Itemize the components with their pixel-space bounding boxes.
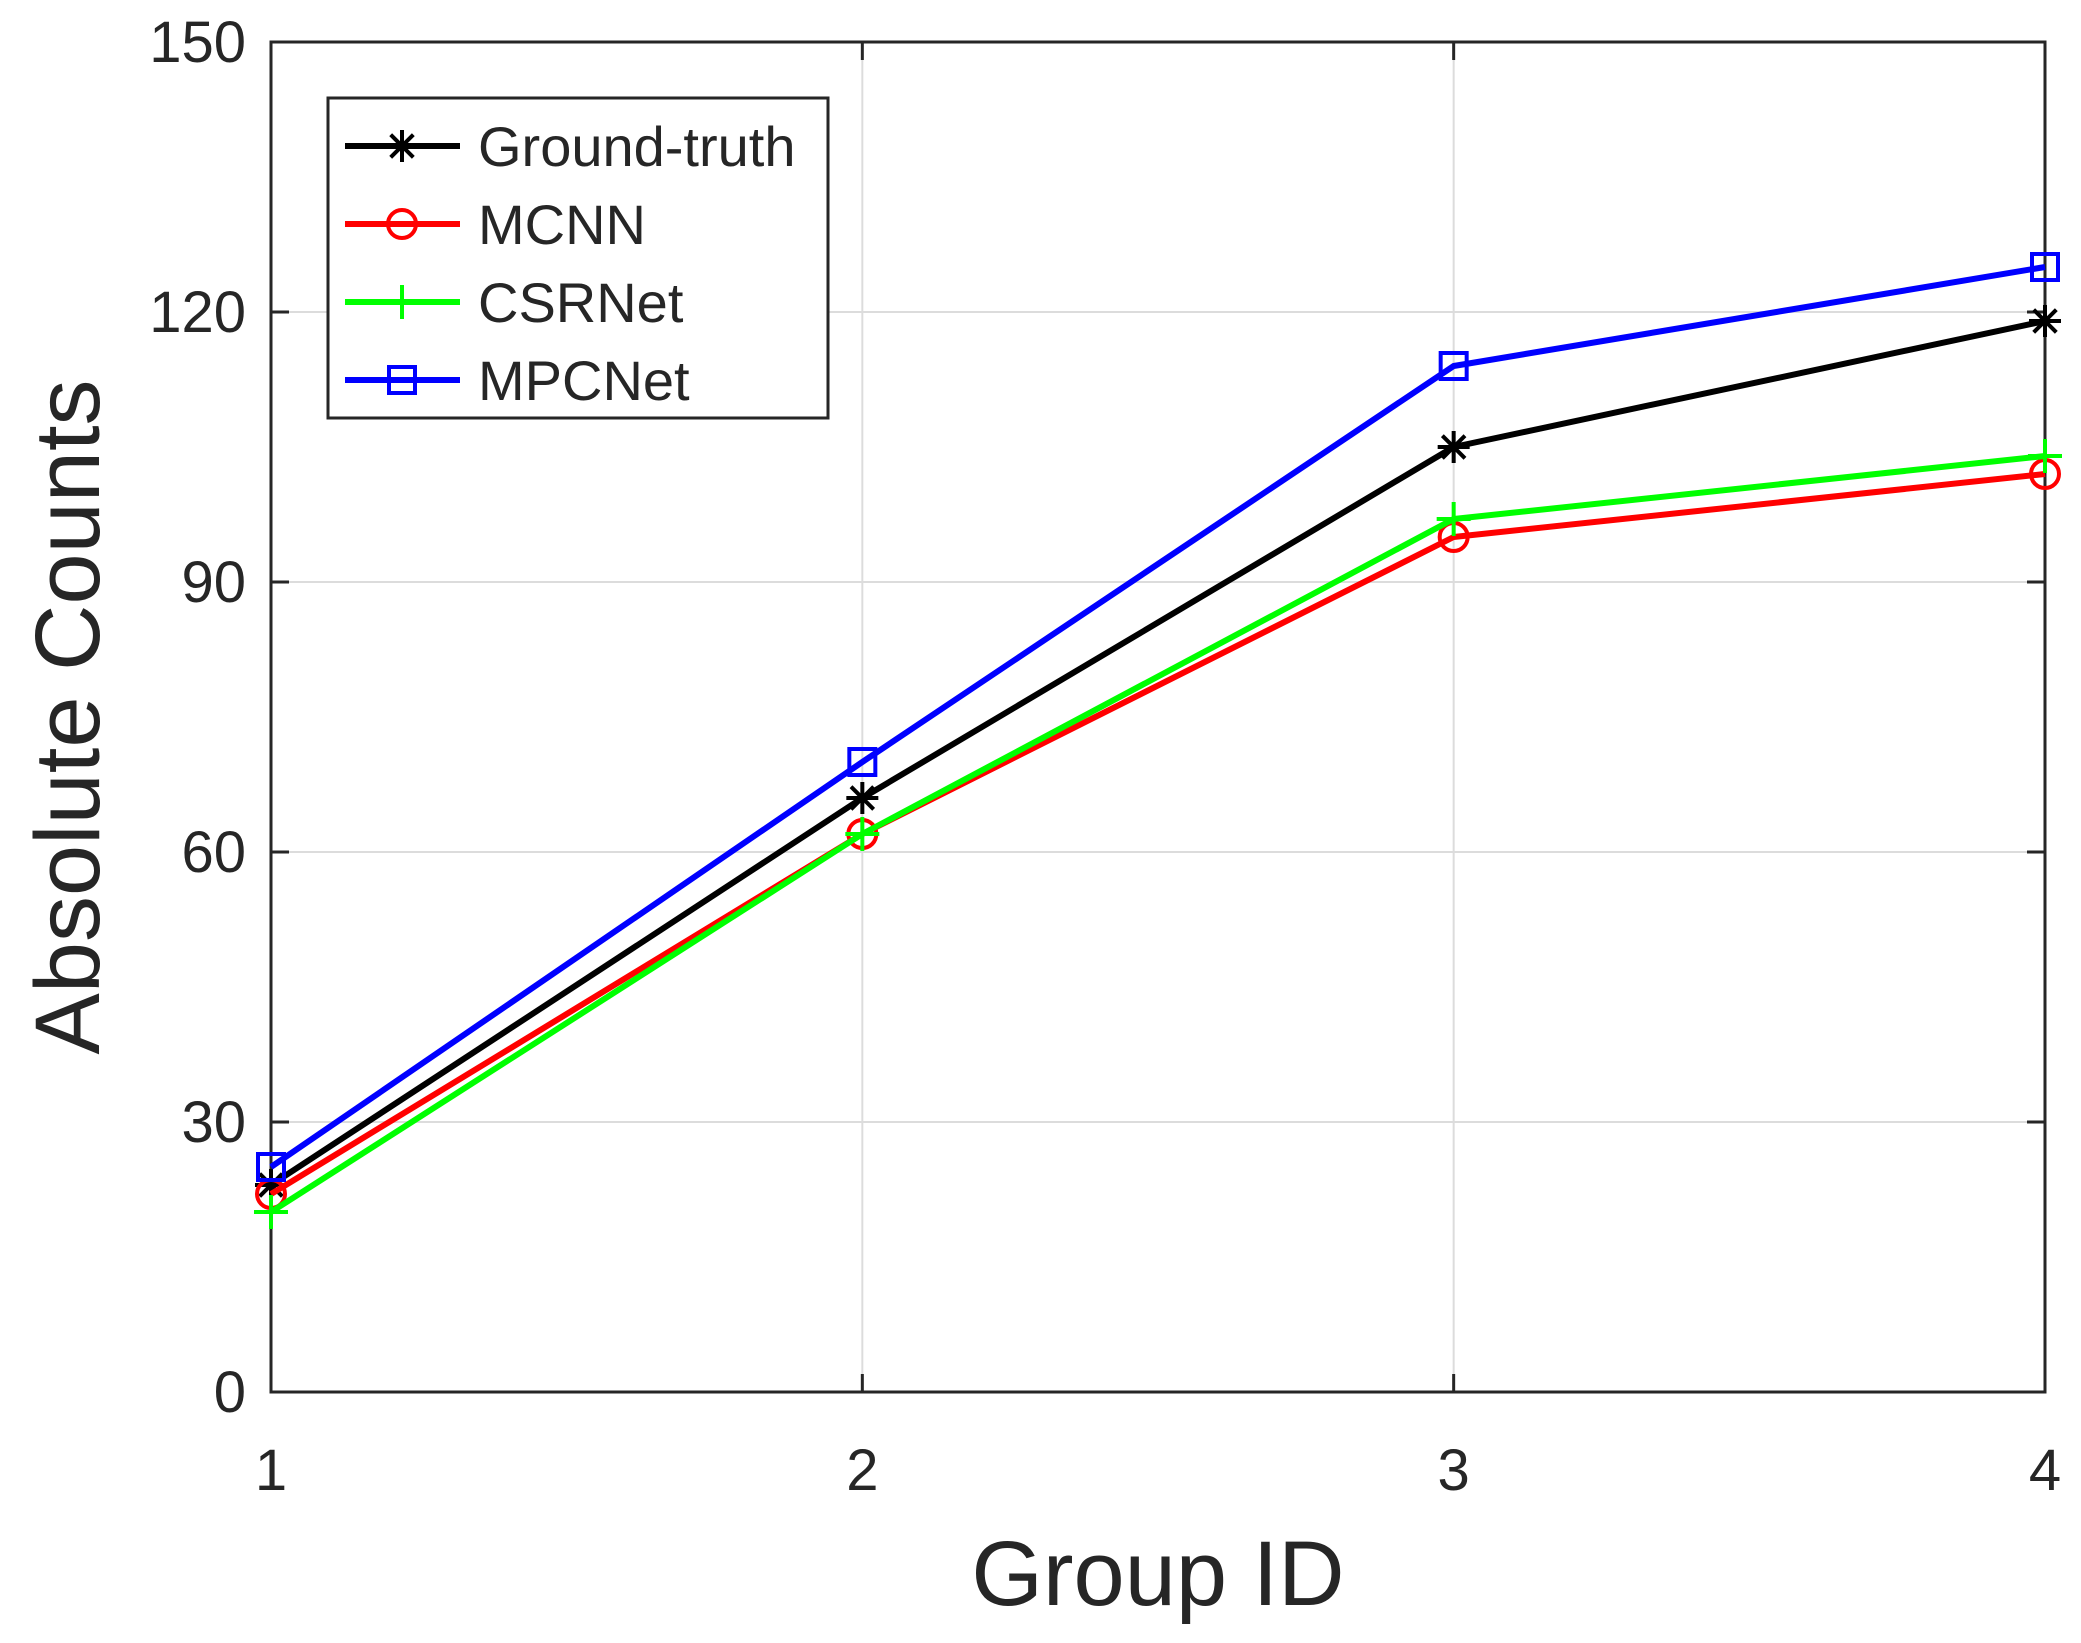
x-tick-label: 1 <box>255 1438 287 1503</box>
series-line-mcnn <box>269 471 2046 1197</box>
y-tick-label: 150 <box>149 10 246 75</box>
plot-frame <box>269 40 2047 1394</box>
y-tick-label: 90 <box>181 550 246 615</box>
marker-circle <box>386 208 418 240</box>
series-csrnet <box>254 439 2062 1229</box>
legend-marker-csrnet <box>385 285 419 319</box>
x-tick-label: 3 <box>1438 1438 1470 1503</box>
legend-item-csrnet: CSRNet <box>345 271 684 334</box>
legend-item-ground-truth: Ground-truth <box>345 115 796 178</box>
data-point-csrnet <box>254 1195 288 1229</box>
x-axis-title: Group ID <box>971 1523 1344 1625</box>
series-line-csrnet <box>269 453 2046 1215</box>
marker-square <box>2030 252 2060 282</box>
y-tick-label: 0 <box>214 1360 246 1425</box>
series-line-mpcnet <box>269 264 2046 1170</box>
x-tick-label: 4 <box>2029 1438 2061 1503</box>
marker-square <box>1438 351 1469 381</box>
data-point-csrnet <box>2028 439 2062 473</box>
legend-marker-mcnn <box>386 208 418 240</box>
data-point-ground-truth <box>846 782 879 814</box>
y-axis-title: Absolute Counts <box>17 379 119 1054</box>
legend-label-mcnn: MCNN <box>478 193 646 256</box>
marker-square <box>256 1152 286 1182</box>
y-tick-label: 30 <box>181 1090 246 1155</box>
x-tick-label: 2 <box>846 1438 878 1503</box>
legend-label-ground-truth: Ground-truth <box>478 115 796 178</box>
series-group <box>254 252 2062 1229</box>
legend-label-mpcnet: MPCNet <box>478 349 690 412</box>
marker-star-d2 <box>389 133 415 159</box>
data-point-csrnet <box>1436 502 1471 536</box>
data-point-csrnet <box>845 817 880 851</box>
axis-ticks: 1 2 3 4 0 30 60 90 120 150 <box>149 10 2061 1503</box>
legend-item-mpcnet: MPCNet <box>345 349 690 412</box>
legend-box <box>326 96 830 420</box>
marker-square <box>847 747 878 777</box>
marker-star-d2 <box>1440 434 1467 460</box>
series-mpcnet <box>256 252 2060 1182</box>
grid-lines <box>271 42 2045 1392</box>
data-point-ground-truth <box>1437 431 1470 463</box>
data-point-mpcnet <box>2030 252 2060 282</box>
marker-star-d2 <box>258 1172 284 1198</box>
marker-square <box>387 365 417 395</box>
legend-item-mcnn: MCNN <box>345 193 646 256</box>
y-tick-label: 120 <box>149 280 246 345</box>
data-point-mpcnet <box>256 1152 286 1182</box>
legend: Ground-truth MCNN CSRNet MPCNet <box>326 96 830 420</box>
legend-label-csrnet: CSRNet <box>478 271 684 334</box>
y-tick-label: 60 <box>181 820 246 885</box>
marker-star-d2 <box>849 785 876 811</box>
data-point-ground-truth <box>2029 305 2061 337</box>
legend-marker-ground-truth <box>386 130 418 162</box>
series-line-ground-truth <box>269 318 2046 1188</box>
legend-marker-mpcnet <box>387 365 417 395</box>
data-point-mpcnet <box>1438 351 1469 381</box>
data-point-mpcnet <box>847 747 878 777</box>
marker-star-d2 <box>2032 308 2058 334</box>
